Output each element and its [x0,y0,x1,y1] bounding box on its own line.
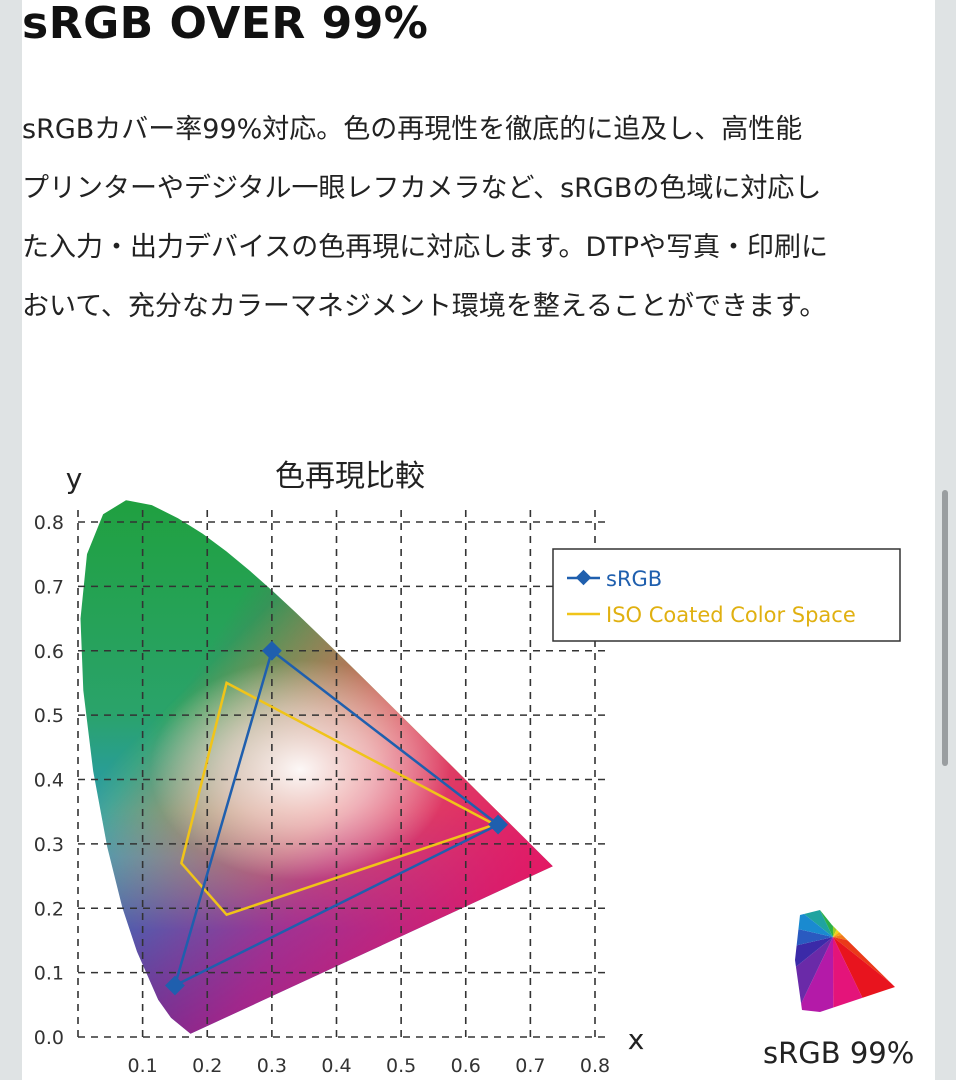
description: sRGBカバー率99%対応。色の再現性を徹底的に追及し、高性能 プリンターやデジ… [22,100,935,336]
y-tick-label: 0.8 [34,512,64,534]
description-line: おいて、充分なカラーマネジメント環境を整えることができます。 [22,291,827,322]
srgb-badge-label: sRGB 99% [763,1036,915,1070]
description-line: た入力・出力デバイスの色再現に対応します。DTPや写真・印刷に [22,232,829,263]
x-tick-label: 0.5 [386,1055,416,1077]
y-tick-label: 0.4 [34,770,64,792]
x-axis-label: x [628,1023,645,1056]
chart-title: 色再現比較 [275,459,425,494]
data-point-marker [488,814,508,835]
series-srgb [172,648,501,988]
x-tick-label: 0.4 [321,1055,351,1077]
x-tick-label: 0.3 [257,1055,287,1077]
y-tick-label: 0.6 [34,641,64,663]
data-point-marker [261,640,282,661]
page-title: sRGB OVER 99% [22,0,429,49]
y-tick-label: 0.5 [34,705,64,727]
x-tick-label: 0.1 [128,1055,158,1077]
y-tick-label: 0.1 [34,963,64,985]
color-gamut-icon [795,910,895,1012]
x-tick-label: 0.7 [515,1055,545,1077]
legend-marker-srgb [575,569,592,586]
x-tick-label: 0.2 [192,1055,222,1077]
x-tick-label: 0.8 [580,1055,610,1077]
y-tick-label: 0.3 [34,834,64,856]
series-iso-coated-color-space [180,681,498,917]
y-tick-label: 0.0 [34,1027,64,1049]
description-line: プリンターやデジタル一眼レフカメラなど、sRGBの色域に対応し [22,173,822,204]
grid [77,510,610,1038]
legend-label-iso: ISO Coated Color Space [606,603,856,627]
legend: sRGB ISO Coated Color Space [552,548,901,642]
y-tick-label: 0.2 [34,898,64,920]
description-line: sRGBカバー率99%対応。色の再現性を徹底的に追及し、高性能 [22,114,803,145]
y-tick-label: 0.7 [34,576,64,598]
x-tick-label: 0.6 [451,1055,481,1077]
scrollbar[interactable] [942,490,948,766]
legend-label-srgb: sRGB [606,567,662,591]
y-axis-label: y [66,462,83,495]
